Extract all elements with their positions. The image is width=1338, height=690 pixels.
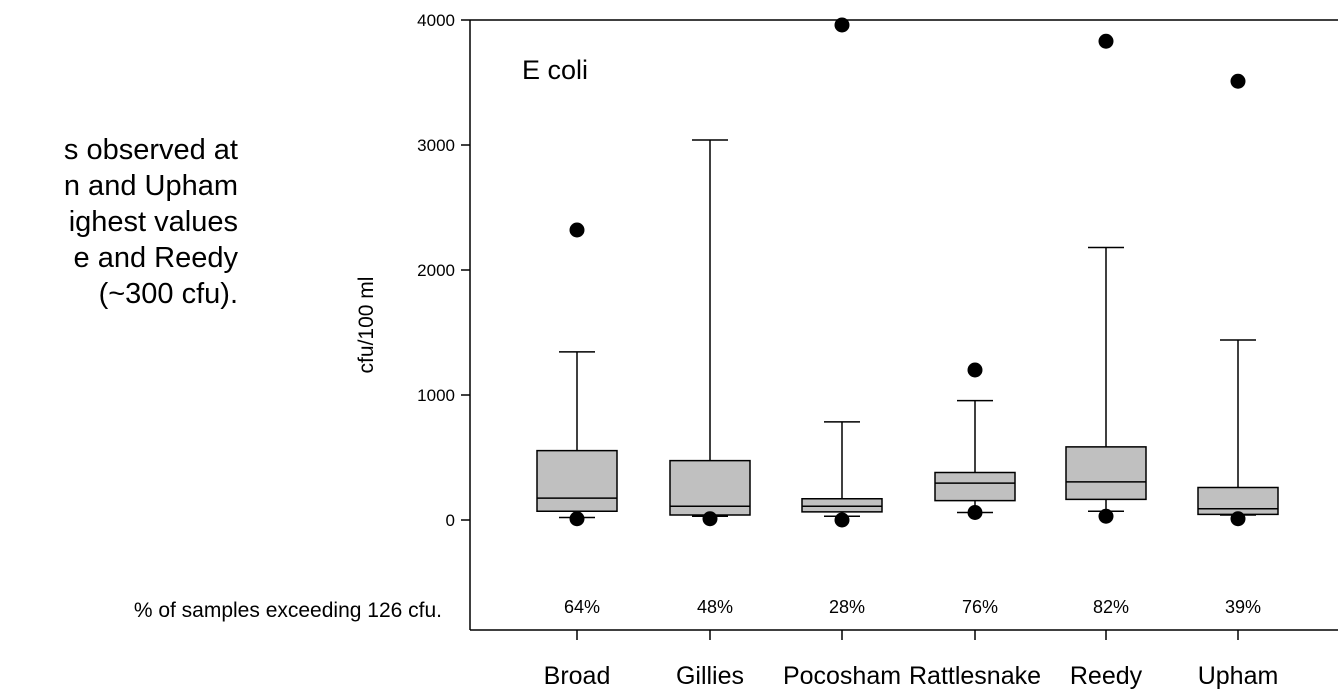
percent-label: 48% bbox=[697, 597, 733, 617]
side-text-line: (~300 cfu). bbox=[98, 278, 238, 310]
outlier-point bbox=[569, 222, 585, 238]
y-tick-label: 2000 bbox=[417, 261, 455, 280]
y-tick-label: 4000 bbox=[417, 11, 455, 30]
percent-label: 64% bbox=[564, 597, 600, 617]
x-category-label: Reedy bbox=[1070, 662, 1143, 690]
percent-note: % of samples exceeding 126 cfu. bbox=[134, 599, 442, 622]
outlier-point bbox=[1230, 511, 1246, 527]
x-category-label: Upham bbox=[1198, 662, 1279, 690]
box-iqr bbox=[801, 498, 883, 513]
box-iqr bbox=[1197, 486, 1279, 516]
side-text-line: e and Reedy bbox=[73, 242, 238, 274]
outlier-point bbox=[834, 512, 850, 528]
y-tick-label: 3000 bbox=[417, 136, 455, 155]
y-tick-label: 1000 bbox=[417, 386, 455, 405]
outlier-point bbox=[569, 511, 585, 527]
outlier-point bbox=[967, 505, 983, 520]
side-text-line: s observed at bbox=[63, 134, 238, 166]
box-iqr bbox=[1065, 446, 1147, 501]
box-iqr bbox=[934, 471, 1016, 502]
x-category-label: Pocosham bbox=[783, 662, 901, 690]
chart-title: E coli bbox=[522, 55, 588, 85]
x-category-label: Gillies bbox=[676, 662, 744, 690]
outlier-point bbox=[834, 17, 850, 33]
outlier-point bbox=[1230, 73, 1246, 89]
outlier-point bbox=[967, 362, 983, 378]
side-text-line: ighest values bbox=[68, 206, 238, 238]
box-iqr bbox=[536, 449, 618, 512]
outlier-point bbox=[702, 511, 718, 527]
percent-label: 82% bbox=[1093, 597, 1129, 617]
x-category-label: Broad bbox=[544, 662, 611, 690]
percent-label: 76% bbox=[962, 597, 998, 617]
percent-label: 28% bbox=[829, 597, 865, 617]
y-tick-label: 0 bbox=[446, 511, 455, 530]
y-axis-label: cfu/100 ml bbox=[355, 277, 378, 374]
x-category-label: Rattlesnake bbox=[909, 662, 1041, 690]
side-text-line: n and Upham bbox=[63, 170, 238, 202]
outlier-point bbox=[1098, 508, 1114, 524]
percent-label: 39% bbox=[1225, 597, 1261, 617]
outlier-point bbox=[1098, 33, 1114, 49]
side-text: s observed at n and Upham ighest values … bbox=[0, 132, 238, 312]
